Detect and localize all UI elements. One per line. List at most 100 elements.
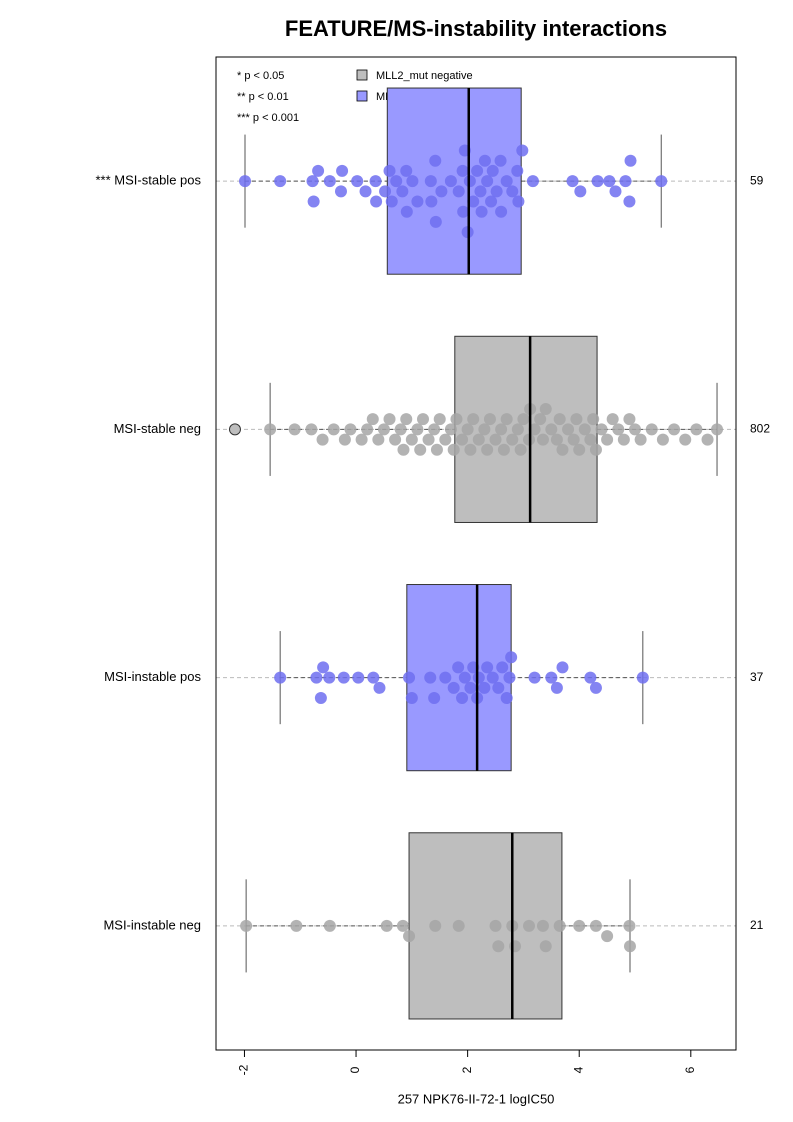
data-point xyxy=(584,433,597,446)
data-point xyxy=(474,185,487,198)
data-point xyxy=(570,413,583,426)
data-point xyxy=(400,413,413,426)
data-point xyxy=(500,175,513,188)
data-point xyxy=(505,651,518,664)
data-point xyxy=(334,185,347,198)
data-point xyxy=(400,164,413,177)
data-point xyxy=(411,195,424,208)
data-point xyxy=(509,940,522,953)
data-point xyxy=(609,185,622,198)
data-point xyxy=(450,413,463,426)
data-point xyxy=(323,175,336,188)
data-point xyxy=(489,919,502,932)
data-point xyxy=(478,154,491,167)
data-point xyxy=(444,423,457,436)
data-point xyxy=(464,443,477,456)
data-point xyxy=(327,423,340,436)
data-point xyxy=(587,413,600,426)
data-point xyxy=(414,443,427,456)
data-point xyxy=(601,930,614,943)
count-label: 21 xyxy=(750,918,764,932)
data-point xyxy=(545,671,558,684)
data-point xyxy=(534,413,547,426)
data-point xyxy=(612,423,625,436)
data-point xyxy=(435,185,448,198)
data-point xyxy=(636,671,649,684)
data-point xyxy=(264,423,277,436)
data-point xyxy=(430,443,443,456)
data-point xyxy=(385,195,398,208)
data-point xyxy=(405,692,418,705)
data-point xyxy=(623,195,636,208)
data-point xyxy=(511,164,524,177)
data-point xyxy=(503,671,516,684)
data-point xyxy=(422,433,435,446)
data-point xyxy=(310,671,323,684)
data-point xyxy=(429,919,442,932)
count-label: 37 xyxy=(750,670,764,684)
data-point xyxy=(591,175,604,188)
data-point xyxy=(512,195,525,208)
data-point xyxy=(545,423,558,436)
data-point xyxy=(397,443,410,456)
data-point xyxy=(668,423,681,436)
data-point xyxy=(573,443,586,456)
data-point xyxy=(629,423,642,436)
data-point xyxy=(645,423,658,436)
data-point xyxy=(355,433,368,446)
data-point xyxy=(352,671,365,684)
data-point xyxy=(481,661,494,674)
data-point xyxy=(478,681,491,694)
data-point xyxy=(623,940,636,953)
data-point xyxy=(447,681,460,694)
data-point xyxy=(305,423,318,436)
data-point xyxy=(655,175,668,188)
data-point xyxy=(383,413,396,426)
data-point xyxy=(475,205,488,218)
significance-note: * p < 0.05 xyxy=(237,70,284,82)
data-point xyxy=(396,919,409,932)
data-point xyxy=(506,433,519,446)
data-point xyxy=(467,195,480,208)
data-point xyxy=(380,919,393,932)
data-point xyxy=(337,671,350,684)
data-point xyxy=(492,940,505,953)
data-point xyxy=(439,671,452,684)
data-point xyxy=(589,681,602,694)
legend-swatch xyxy=(356,90,368,102)
data-point xyxy=(556,443,569,456)
data-point xyxy=(556,661,569,674)
data-point xyxy=(351,175,364,188)
data-point xyxy=(573,919,586,932)
data-point xyxy=(495,423,508,436)
data-point xyxy=(528,671,541,684)
count-label: 802 xyxy=(750,422,770,436)
data-point xyxy=(500,413,513,426)
data-point xyxy=(589,443,602,456)
legend-label: MLL2_mut negative xyxy=(376,70,473,82)
data-point xyxy=(452,185,465,198)
data-point xyxy=(553,413,566,426)
data-point xyxy=(536,919,549,932)
data-point xyxy=(483,413,496,426)
data-point xyxy=(456,164,469,177)
data-point xyxy=(383,164,396,177)
data-point xyxy=(617,433,630,446)
data-point xyxy=(458,671,471,684)
data-point xyxy=(679,433,692,446)
data-point xyxy=(486,164,499,177)
x-tick-label: 0 xyxy=(348,1066,362,1073)
data-point xyxy=(584,671,597,684)
data-point xyxy=(690,423,703,436)
data-point xyxy=(411,423,424,436)
data-point xyxy=(539,940,552,953)
x-tick-label: 2 xyxy=(460,1066,474,1073)
data-point xyxy=(485,195,498,208)
data-point xyxy=(429,154,442,167)
data-point xyxy=(400,205,413,218)
data-point xyxy=(240,919,253,932)
data-point xyxy=(472,433,485,446)
data-point xyxy=(634,433,647,446)
data-point xyxy=(589,919,602,932)
data-point xyxy=(536,433,549,446)
